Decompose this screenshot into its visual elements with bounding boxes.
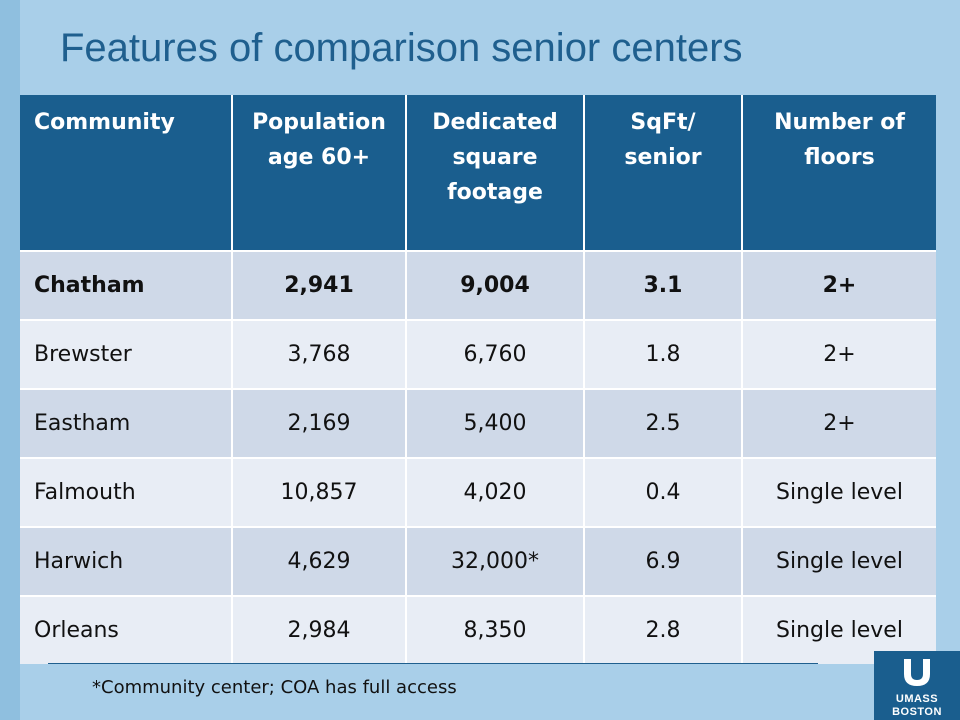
cell-community: Eastham [20, 388, 233, 458]
logo-text-line2: BOSTON [892, 706, 942, 718]
header-square-footage: Dedicated square footage [406, 95, 585, 251]
cell-population: 10,857 [232, 457, 407, 527]
cell-square-footage: 5,400 [406, 388, 585, 458]
cell-sqft-per-senior: 2.5 [584, 388, 743, 458]
cell-community: Brewster [20, 319, 233, 389]
table-row: Chatham 2,941 9,004 3.1 2+ [20, 250, 936, 320]
table-row: Falmouth 10,857 4,020 0.4 Single level [20, 457, 936, 527]
cell-community: Chatham [20, 250, 233, 320]
header-floors: Number of floors [742, 95, 936, 251]
cell-sqft-per-senior: 3.1 [584, 250, 743, 320]
header-row: Community Population age 60+ Dedicated s… [20, 95, 936, 251]
cell-sqft-per-senior: 2.8 [584, 595, 743, 664]
footer-divider [48, 663, 818, 664]
left-stripe [0, 0, 20, 720]
logo-text-line1: UMASS [895, 693, 939, 705]
cell-square-footage: 9,004 [406, 250, 585, 320]
umass-boston-logo: UMASS BOSTON [874, 651, 960, 720]
cell-population: 3,768 [232, 319, 407, 389]
cell-sqft-per-senior: 0.4 [584, 457, 743, 527]
header-sqft-per-senior: SqFt/ senior [584, 95, 743, 251]
table-row: Eastham 2,169 5,400 2.5 2+ [20, 388, 936, 458]
cell-sqft-per-senior: 6.9 [584, 526, 743, 596]
cell-population: 2,169 [232, 388, 407, 458]
cell-population: 2,941 [232, 250, 407, 320]
umass-shield-icon [904, 658, 930, 686]
table-row: Orleans 2,984 8,350 2.8 Single level [20, 595, 936, 664]
cell-population: 4,629 [232, 526, 407, 596]
cell-sqft-per-senior: 1.8 [584, 319, 743, 389]
header-population: Population age 60+ [232, 95, 407, 251]
cell-population: 2,984 [232, 595, 407, 664]
cell-community: Orleans [20, 595, 233, 664]
footnote: *Community center; COA has full access [92, 677, 457, 698]
table-row: Harwich 4,629 32,000* 6.9 Single level [20, 526, 936, 596]
cell-community: Harwich [20, 526, 233, 596]
cell-floors: 2+ [742, 250, 936, 320]
cell-square-footage: 4,020 [406, 457, 585, 527]
cell-floors: Single level [742, 457, 936, 527]
cell-square-footage: 8,350 [406, 595, 585, 664]
cell-square-footage: 6,760 [406, 319, 585, 389]
comparison-table: Community Population age 60+ Dedicated s… [20, 95, 936, 664]
cell-floors: 2+ [742, 319, 936, 389]
header-community: Community [20, 95, 233, 251]
table-row: Brewster 3,768 6,760 1.8 2+ [20, 319, 936, 389]
cell-square-footage: 32,000* [406, 526, 585, 596]
cell-floors: 2+ [742, 388, 936, 458]
cell-floors: Single level [742, 526, 936, 596]
page-title: Features of comparison senior centers [60, 26, 743, 70]
cell-community: Falmouth [20, 457, 233, 527]
